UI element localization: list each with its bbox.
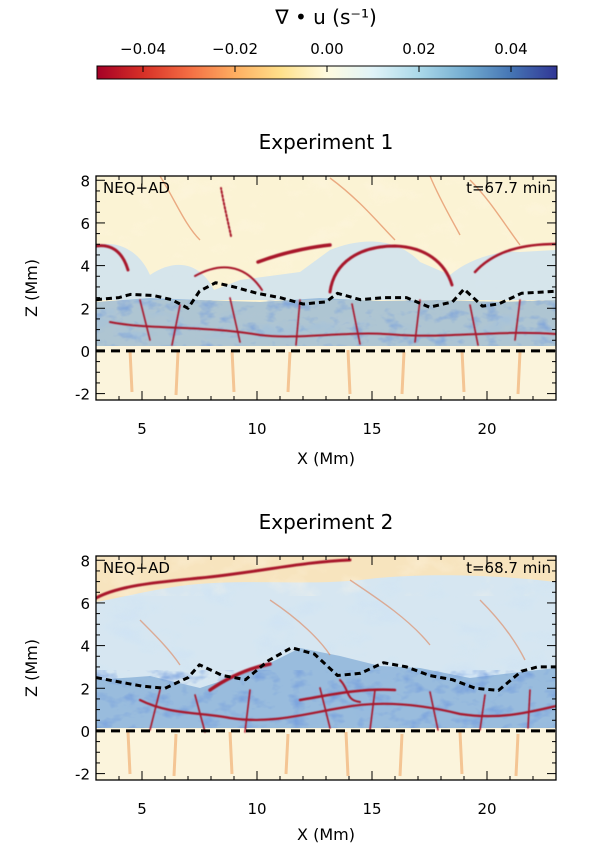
- panel-title: Experiment 2: [259, 510, 394, 534]
- transition-region-curve: [95, 281, 557, 310]
- heatmap-field: [96, 556, 556, 780]
- colorbar-tick-label: 0.04: [494, 40, 527, 58]
- y-tick-label: 2: [80, 300, 90, 318]
- axis-ticks: [95, 176, 557, 400]
- upper-atmosphere-fibrils: [139, 579, 526, 666]
- x-tick-label: 10: [247, 420, 266, 438]
- transition-region-curve: [95, 646, 556, 692]
- x-tick-labels: 5 10 15 20: [137, 420, 496, 438]
- x-tick-label: 10: [247, 800, 266, 818]
- y-tick-labels: -2 0 2 4 6 8: [75, 552, 90, 783]
- annotation-model: NEQ+AD: [103, 559, 170, 577]
- downflow-streaks: [126, 731, 520, 777]
- colorbar-tick-label: −0.04: [120, 40, 166, 58]
- y-tick-label: 4: [80, 258, 90, 276]
- colorbar-tick-label: 0.02: [402, 40, 435, 58]
- y-tick-label: 6: [80, 215, 90, 233]
- y-axis-label: Z (Mm): [22, 639, 41, 697]
- x-tick-label: 15: [362, 420, 381, 438]
- colorbar-tick-label: 0.00: [310, 40, 343, 58]
- shock-fronts: [96, 187, 556, 346]
- annotation-time: t=68.7 min: [466, 559, 551, 577]
- annotation-time: t=67.7 min: [466, 179, 551, 197]
- y-tick-label: 0: [80, 723, 90, 741]
- transition-region-dashed-line: [95, 281, 557, 310]
- x-axis-label: X (Mm): [297, 825, 355, 844]
- x-axis-label: X (Mm): [297, 449, 355, 468]
- y-tick-label: 2: [80, 680, 90, 698]
- x-tick-labels: 5 10 15 20: [137, 800, 496, 818]
- y-tick-label: 4: [80, 638, 90, 656]
- heatmap-field: [96, 176, 556, 400]
- colorbar-tick-labels: −0.04 −0.02 0.00 0.02 0.04: [120, 40, 528, 58]
- y-tick-label: 6: [80, 595, 90, 613]
- colorbar: ∇ • u (s⁻¹) −0.04 −0.02 0.00 0.02 0.04: [96, 5, 558, 80]
- x-tick-label: 5: [137, 800, 147, 818]
- colorbar-label: ∇ • u (s⁻¹): [274, 5, 377, 29]
- y-tick-label: -2: [75, 386, 90, 404]
- y-tick-label: 0: [80, 343, 90, 361]
- panel-experiment-1: Experiment 1: [22, 130, 557, 468]
- panel-title: Experiment 1: [259, 130, 394, 154]
- y-tick-label: 8: [80, 552, 90, 570]
- x-tick-label: 20: [477, 420, 496, 438]
- x-tick-label: 5: [137, 420, 147, 438]
- colorbar-tick-label: −0.02: [212, 40, 258, 58]
- colorbar-ticks: [142, 66, 512, 72]
- panel-experiment-2: Experiment 2: [22, 510, 557, 844]
- y-tick-label: -2: [75, 766, 90, 784]
- x-tick-label: 20: [477, 800, 496, 818]
- annotation-model: NEQ+AD: [103, 179, 170, 197]
- downflow-streaks: [128, 349, 522, 396]
- y-tick-labels: -2 0 2 4 6 8: [75, 172, 90, 403]
- axis-ticks: [95, 556, 557, 780]
- transition-region-dashed-line: [95, 646, 556, 692]
- x-tick-label: 15: [362, 800, 381, 818]
- y-tick-label: 8: [80, 172, 90, 190]
- upper-atmosphere-fibrils: [159, 176, 521, 246]
- y-axis-label: Z (Mm): [22, 259, 41, 317]
